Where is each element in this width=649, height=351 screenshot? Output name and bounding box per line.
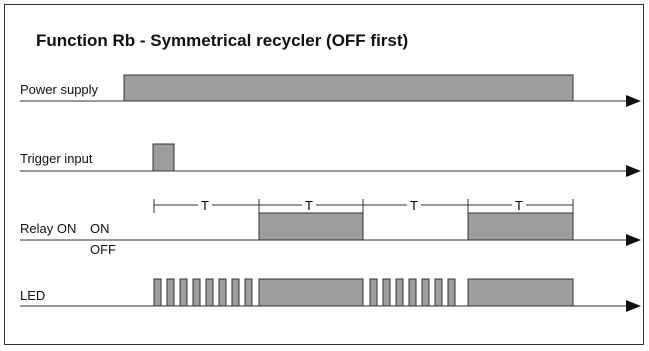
relay-state-on: ON — [90, 221, 110, 236]
led-blink-bar — [434, 278, 443, 307]
led-blink-bar — [153, 278, 162, 307]
led-steady-pulse-2 — [467, 278, 574, 307]
led-blink-bar — [205, 278, 214, 307]
relay-arrow-icon — [626, 234, 641, 246]
led-blink-group-1 — [153, 278, 253, 307]
signal-label-trigger-input: Trigger input — [20, 151, 93, 166]
signal-label-power-supply: Power supply — [20, 82, 99, 97]
power-supply-arrow-icon — [626, 95, 641, 107]
led-blink-bar — [192, 278, 201, 307]
signal-label-relay: Relay ON — [20, 221, 77, 236]
led-blink-bar — [231, 278, 240, 307]
led-blink-bar — [179, 278, 188, 307]
led-blink-bar — [408, 278, 417, 307]
led-blink-bar — [382, 278, 391, 307]
relay-state-off: OFF — [90, 242, 116, 257]
led-blink-group-2 — [369, 278, 456, 307]
led-blink-bar — [218, 278, 227, 307]
interval-label-2: T — [305, 198, 313, 213]
power-supply-pulse — [123, 74, 574, 102]
interval-label-4: T — [515, 198, 523, 213]
trigger-pulse — [152, 143, 175, 172]
led-blink-bar — [166, 278, 175, 307]
led-steady-pulse-1 — [258, 278, 364, 307]
trigger-input-arrow-icon — [626, 165, 641, 177]
diagram-title: Function Rb - Symmetrical recycler (OFF … — [36, 31, 409, 50]
interval-label-1: T — [201, 198, 209, 213]
led-blink-bar — [369, 278, 378, 307]
led-blink-bar — [395, 278, 404, 307]
led-blink-bar — [244, 278, 253, 307]
relay-on-pulse-2 — [467, 212, 574, 241]
led-blink-bar — [447, 278, 456, 307]
relay-on-pulse-1 — [258, 212, 364, 241]
signal-label-led: LED — [20, 288, 46, 303]
led-arrow-icon — [626, 300, 641, 312]
interval-label-3: T — [410, 198, 418, 213]
interval-markers — [153, 199, 574, 213]
led-blink-bar — [421, 278, 430, 307]
